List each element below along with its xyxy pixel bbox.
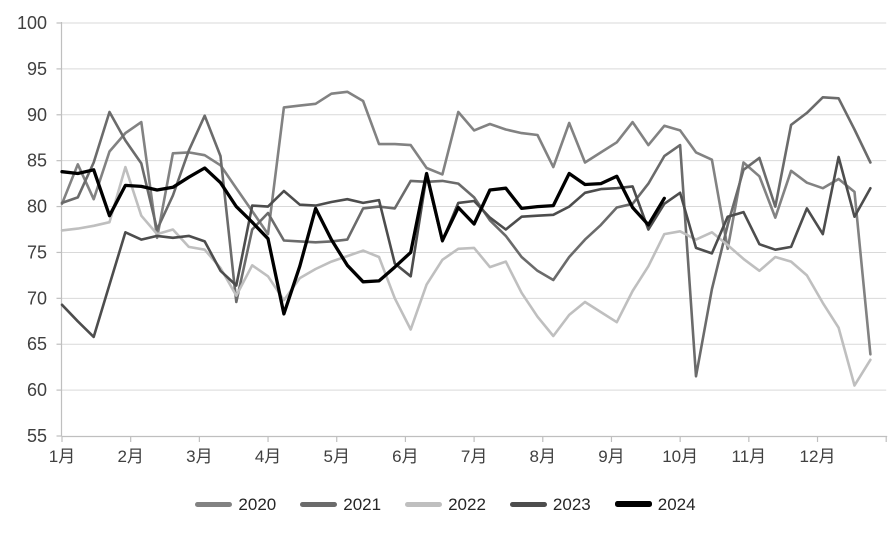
x-axis-label-7月: 7月	[461, 447, 487, 466]
y-axis-label-95: 95	[27, 59, 47, 79]
legend-swatch-2020	[195, 501, 233, 507]
legend-swatch-2021	[300, 501, 338, 507]
legend-label: 2021	[343, 494, 382, 514]
x-axis-label-4月: 4月	[255, 447, 281, 466]
series-line-2023	[60, 155, 872, 339]
series-line-2021	[60, 96, 872, 378]
x-axis-label-3月: 3月	[186, 447, 212, 466]
x-axis-label-11月: 11月	[732, 447, 767, 466]
x-axis-label-10月: 10月	[662, 447, 698, 466]
x-axis-label-2月: 2月	[117, 447, 143, 466]
series-lines	[60, 90, 872, 387]
x-axis-label-5月: 5月	[323, 447, 349, 466]
y-axis-label-80: 80	[27, 197, 47, 217]
y-axis-label-90: 90	[27, 105, 47, 125]
y-axis-label-75: 75	[27, 242, 47, 262]
x-axis-labels: 1月 2月 3月 4月 5月 6月 7月 8月 9月 10月 11月 12月	[49, 447, 836, 466]
x-axis-label-1月: 1月	[49, 447, 75, 466]
legend-label: 2020	[238, 494, 277, 514]
x-axis-label-8月: 8月	[530, 447, 556, 466]
y-axis-label-65: 65	[27, 334, 47, 354]
y-axis-label-100: 100	[17, 13, 47, 33]
legend-label: 2022	[448, 494, 486, 514]
legend-item-2021: 2021	[300, 496, 381, 513]
x-axis-label-6月: 6月	[392, 447, 418, 466]
y-axis-label-85: 85	[27, 151, 47, 171]
legend-label: 2023	[552, 494, 591, 514]
y-axis-label-60: 60	[27, 380, 47, 400]
series-line-2020	[60, 90, 872, 356]
legend-swatch-2023	[509, 501, 547, 507]
series-line-2024	[60, 166, 666, 316]
legend-item-2024: 2024	[614, 494, 696, 514]
axes	[56, 22, 888, 442]
legend-item-2022: 2022	[405, 496, 486, 513]
legend-label: 2024	[657, 494, 696, 514]
x-axis-label-12月: 12月	[800, 447, 836, 466]
series-line-2022	[60, 165, 872, 387]
chart-legend: 2020 2021 2022 2023 2024	[0, 489, 891, 519]
y-axis-labels: 55 60 65 70 75 80 85 90 95 100	[17, 13, 47, 446]
legend-swatch-2022	[405, 501, 443, 507]
y-axis-label-70: 70	[27, 288, 47, 308]
legend-item-2020: 2020	[195, 496, 276, 513]
y-axis-label-55: 55	[27, 426, 47, 446]
x-axis-label-9月: 9月	[598, 447, 624, 466]
gridlines	[61, 22, 887, 391]
legend-item-2023: 2023	[509, 494, 591, 514]
legend-swatch-2024	[614, 501, 652, 507]
